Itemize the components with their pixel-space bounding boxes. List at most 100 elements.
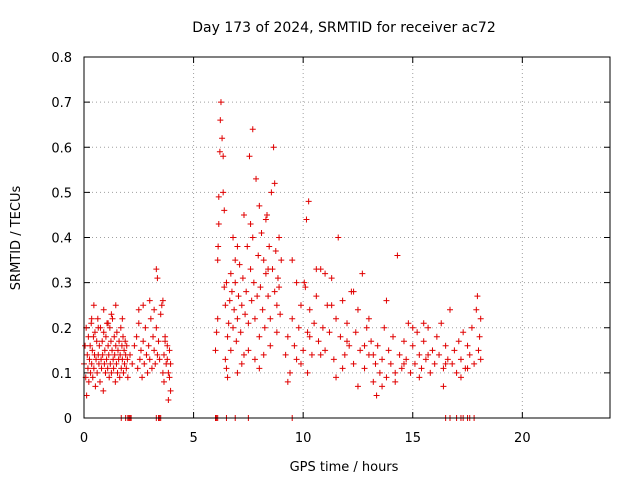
data-point xyxy=(425,324,432,331)
data-point xyxy=(250,279,257,286)
data-points xyxy=(81,99,484,403)
data-point xyxy=(105,320,112,327)
data-point xyxy=(116,338,123,345)
data-point xyxy=(103,356,110,363)
data-point xyxy=(431,360,438,367)
data-point xyxy=(153,266,160,273)
data-point xyxy=(245,320,252,327)
data-point xyxy=(157,311,164,318)
data-point xyxy=(259,306,266,313)
data-point xyxy=(300,347,307,354)
data-point xyxy=(260,257,267,264)
data-point xyxy=(333,374,340,381)
data-point xyxy=(102,369,109,376)
data-point xyxy=(121,360,128,367)
data-point xyxy=(234,315,241,322)
data-point xyxy=(141,360,148,367)
y-tick-label: 0.1 xyxy=(51,367,72,382)
data-point xyxy=(100,306,107,313)
y-tick-label: 0.8 xyxy=(51,51,72,66)
data-point xyxy=(278,257,285,264)
data-point xyxy=(101,347,108,354)
data-point xyxy=(344,320,350,327)
data-point xyxy=(368,338,375,345)
data-point xyxy=(215,193,222,200)
data-point xyxy=(302,284,309,291)
data-point xyxy=(464,365,471,372)
data-point xyxy=(409,324,416,331)
data-point xyxy=(254,293,261,300)
x-tick-label: 20 xyxy=(514,431,531,446)
data-point xyxy=(88,360,95,367)
data-point xyxy=(113,360,120,367)
data-point xyxy=(270,144,277,151)
data-point xyxy=(251,315,258,322)
data-point xyxy=(477,356,484,363)
data-point xyxy=(392,369,399,376)
data-point xyxy=(341,351,348,358)
data-point xyxy=(160,378,167,385)
data-point xyxy=(164,356,171,363)
data-point xyxy=(117,324,124,331)
data-point xyxy=(390,333,397,340)
data-point xyxy=(98,356,105,363)
data-point xyxy=(276,284,283,291)
data-point xyxy=(264,211,271,218)
data-point xyxy=(251,356,258,363)
data-point xyxy=(215,220,222,227)
data-point xyxy=(361,365,368,372)
data-point xyxy=(160,351,167,358)
data-point xyxy=(337,333,344,340)
data-point xyxy=(123,342,130,349)
data-point xyxy=(217,117,224,124)
data-point xyxy=(159,369,166,376)
data-point xyxy=(440,383,447,390)
data-point xyxy=(237,329,244,336)
data-point xyxy=(217,99,224,106)
data-point xyxy=(447,306,454,313)
data-point xyxy=(315,338,322,345)
data-point xyxy=(135,320,142,327)
data-point xyxy=(376,369,383,376)
data-point xyxy=(107,360,114,367)
data-point xyxy=(433,333,440,340)
data-point xyxy=(258,229,265,236)
data-point xyxy=(473,306,480,313)
data-point xyxy=(140,338,147,345)
data-point xyxy=(112,302,119,309)
data-point xyxy=(164,342,171,349)
data-point xyxy=(87,369,94,376)
data-point xyxy=(167,360,174,367)
data-point xyxy=(304,369,311,376)
data-point xyxy=(477,315,484,322)
data-point xyxy=(136,356,143,363)
data-point xyxy=(311,320,318,327)
data-point xyxy=(326,329,333,336)
chart-title: Day 173 of 2024, SRMTID for receiver ac7… xyxy=(192,20,496,36)
data-point xyxy=(108,311,115,318)
data-point xyxy=(165,396,172,403)
data-point xyxy=(370,351,377,358)
data-point xyxy=(374,342,381,349)
data-point xyxy=(228,288,235,295)
data-point xyxy=(416,374,423,381)
data-point xyxy=(232,257,239,264)
data-point xyxy=(167,387,174,394)
data-point xyxy=(112,342,119,349)
data-point xyxy=(106,374,113,381)
data-point xyxy=(222,302,229,309)
data-point xyxy=(225,320,232,327)
data-point xyxy=(113,329,120,336)
data-point xyxy=(84,351,91,358)
data-point xyxy=(313,293,320,300)
x-tick-label: 0 xyxy=(80,431,88,446)
data-point xyxy=(328,275,335,282)
data-point xyxy=(381,324,388,331)
data-point xyxy=(85,333,92,340)
data-point xyxy=(304,329,311,336)
data-point xyxy=(120,369,127,376)
data-point xyxy=(464,342,471,349)
data-point xyxy=(268,189,275,196)
data-point xyxy=(265,293,272,300)
